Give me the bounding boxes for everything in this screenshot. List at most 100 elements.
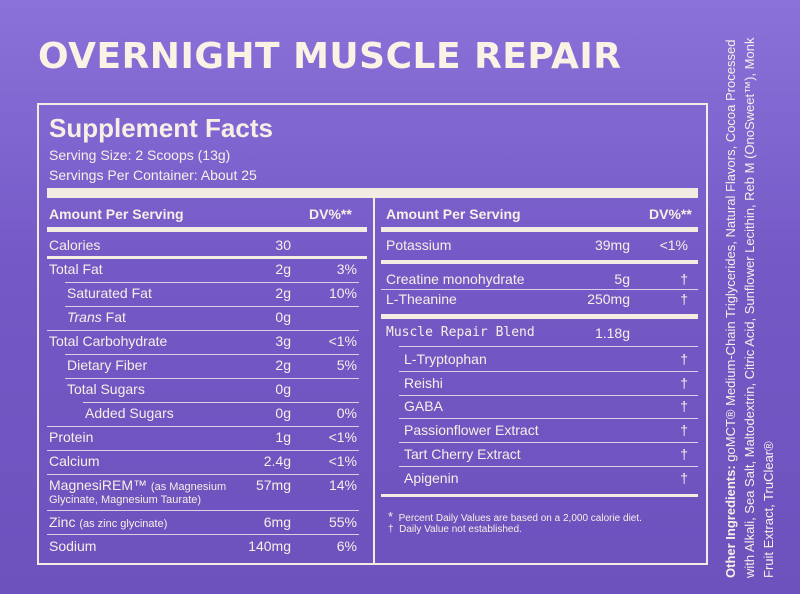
nutrient-source: (as zinc glycinate) — [79, 518, 168, 530]
right-dv-header: DV%** — [649, 206, 692, 222]
ingredient-name: Potassium — [386, 237, 452, 253]
nutrient-amount: 6mg — [263, 514, 291, 530]
nutrient-label: Total Carbohydrate — [49, 333, 168, 349]
ingredient-row: Apigenin † — [386, 470, 696, 490]
theanine-rule — [381, 314, 698, 319]
nutrient-row: Dietary Fiber 2g 5% — [49, 357, 365, 377]
row-rule — [47, 330, 359, 331]
nutrient-label: Zinc — [49, 514, 76, 530]
nutrient-name: MagnesiREM™ (as Magnesium — [49, 477, 226, 493]
nutrient-row: Saturated Fat 2g 10% — [49, 285, 365, 305]
footnote-mark: † — [388, 524, 394, 535]
ingredient-row: Tart Cherry Extract † — [386, 446, 696, 466]
nutrient-row: Total Sugars 0g — [49, 381, 365, 401]
ingredient-row: Passionflower Extract † — [386, 422, 696, 442]
nutrient-amount: 0g — [275, 405, 291, 421]
row-rule — [65, 306, 359, 307]
nutrient-amount: 2g — [275, 357, 291, 373]
nutrient-dv: <1% — [328, 333, 357, 349]
ingredient-name: L-Tryptophan — [404, 351, 487, 367]
nutrient-amount: 0g — [275, 309, 291, 325]
nutrient-row: Total Carbohydrate 3g <1% — [49, 333, 365, 353]
nutrient-row: Sodium 140mg 6% — [49, 538, 365, 558]
other-ingredients: Other Ingredients: goMCT® Medium-Chain T… — [721, 18, 778, 578]
ingredient-dv: † — [680, 470, 688, 486]
nutrient-amount: 140mg — [248, 538, 291, 554]
nutrient-amount: 30 — [275, 237, 291, 253]
nutrient-label: Total Fat — [49, 261, 103, 277]
footnote-dagger: † Daily Value not established. — [388, 524, 522, 535]
ingredient-amount: 5g — [614, 271, 630, 287]
other-ingredients-label: Other Ingredients: — [723, 465, 738, 578]
ingredient-name: Apigenin — [404, 470, 459, 486]
nutrient-dv: <1% — [328, 453, 357, 469]
row-rule — [47, 474, 359, 475]
row-rule — [399, 395, 698, 396]
row-rule — [65, 282, 359, 283]
row-rule — [65, 378, 359, 379]
left-header-rule — [47, 227, 367, 232]
nutrient-label: Protein — [49, 429, 94, 445]
nutrient-row: Calories 30 — [49, 237, 365, 257]
nutrient-amount: 2g — [275, 285, 291, 301]
nutrient-source: (as Magnesium — [150, 481, 227, 493]
nutrient-name: Protein — [49, 429, 93, 445]
ingredient-dv: † — [680, 351, 688, 367]
row-rule — [47, 534, 359, 535]
nutrient-name-rest: Fat — [105, 309, 126, 325]
nutrient-row: Calcium 2.4g <1% — [49, 453, 365, 473]
right-header-rule — [381, 227, 698, 232]
ingredient-dv: † — [680, 291, 688, 307]
nutrient-name: Total Fat — [49, 261, 103, 277]
footnote-dv: * Percent Daily Values are based on a 2,… — [388, 509, 642, 524]
row-rule — [65, 354, 359, 355]
nutrient-amount: 2.4g — [263, 453, 291, 469]
product-title: OVERNIGHT MUSCLE REPAIR — [38, 36, 622, 77]
nutrient-dv: 55% — [328, 514, 357, 530]
nutrient-label: Total Sugars — [67, 381, 145, 397]
row-rule — [399, 418, 698, 419]
ingredient-dv: † — [680, 446, 688, 462]
nutrient-row: Total Fat 2g 3% — [49, 261, 365, 281]
right-amount-header: Amount Per Serving — [386, 206, 521, 222]
row-rule — [47, 450, 359, 451]
nutrient-label: Calcium — [49, 453, 100, 469]
row-rule — [399, 466, 698, 467]
nutrient-label: Added Sugars — [85, 405, 174, 421]
nutrient-name: Saturated Fat — [67, 285, 152, 301]
nutrient-name: Calories — [49, 237, 100, 253]
nutrient-dv: 0% — [336, 405, 357, 421]
row-rule — [47, 426, 359, 427]
ingredient-name: Creatine monohydrate — [386, 271, 525, 287]
nutrient-source-line2: Glycinate, Magnesium Taurate) — [49, 494, 202, 506]
nutrient-row: MagnesiREM™ (as Magnesium Glycinate, Magn… — [49, 477, 365, 511]
row-rule — [399, 371, 698, 372]
nutrient-label: Saturated Fat — [67, 285, 152, 301]
ingredient-name: Tart Cherry Extract — [404, 446, 521, 462]
nutrient-name: Total Carbohydrate — [49, 333, 167, 349]
footnote-text: Percent Daily Values are based on a 2,00… — [398, 513, 642, 524]
ingredient-name: Reishi — [404, 375, 443, 391]
ingredient-dv: † — [680, 398, 688, 414]
nutrient-label: MagnesiREM™ — [49, 477, 148, 493]
nutrient-dv: <1% — [328, 429, 357, 445]
serving-size: Serving Size: 2 Scoops (13g) — [49, 147, 231, 163]
nutrient-dv: 14% — [328, 477, 357, 493]
row-rule — [381, 289, 698, 290]
nutrient-name: Dietary Fiber — [67, 357, 147, 373]
ingredient-amount: 1.18g — [594, 325, 630, 341]
column-divider — [373, 198, 375, 565]
ingredient-row: GABA † — [386, 398, 696, 418]
nutrient-dv: 5% — [336, 357, 357, 373]
nutrient-row: Protein 1g <1% — [49, 429, 365, 449]
ingredient-row: Muscle Repair Blend 1.18g — [386, 325, 696, 345]
calories-rule — [47, 256, 367, 259]
ingredient-name: GABA — [404, 398, 443, 414]
ingredient-amount: 39mg — [594, 237, 630, 253]
nutrient-row: Trans Fat 0g — [49, 309, 365, 329]
nutrient-label: Sodium — [49, 538, 97, 554]
nutrient-name: Added Sugars — [85, 405, 174, 421]
supplement-facts-panel: Supplement Facts Serving Size: 2 Scoops … — [37, 103, 708, 565]
ingredient-dv: † — [680, 422, 688, 438]
servings-per-container: Servings Per Container: About 25 — [49, 167, 257, 183]
